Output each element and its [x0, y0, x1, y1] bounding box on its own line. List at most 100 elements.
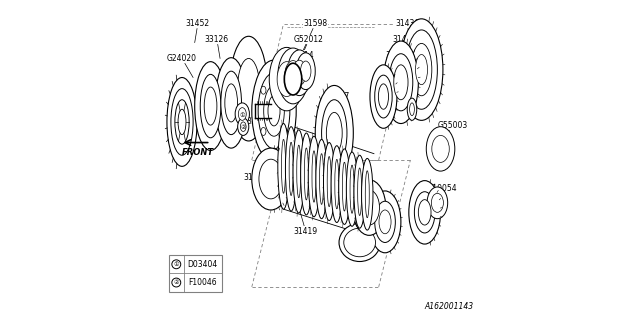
Ellipse shape [407, 98, 417, 120]
Text: 31461: 31461 [392, 35, 416, 54]
Ellipse shape [375, 75, 392, 118]
Ellipse shape [419, 200, 431, 225]
Ellipse shape [370, 65, 397, 128]
Ellipse shape [331, 146, 342, 222]
Text: G5320: G5320 [406, 83, 431, 93]
Text: ②: ② [241, 125, 246, 130]
Ellipse shape [225, 84, 237, 122]
Text: 31668: 31668 [243, 173, 267, 182]
Ellipse shape [409, 180, 440, 244]
Text: ①: ① [239, 113, 245, 118]
Ellipse shape [369, 191, 401, 253]
Ellipse shape [293, 130, 305, 213]
Ellipse shape [353, 180, 386, 235]
Text: F03514: F03514 [285, 51, 314, 68]
Ellipse shape [259, 159, 283, 199]
Ellipse shape [287, 50, 312, 96]
Ellipse shape [277, 62, 296, 97]
Circle shape [172, 260, 180, 269]
Ellipse shape [237, 59, 260, 119]
Text: F10054: F10054 [428, 184, 456, 200]
Ellipse shape [339, 149, 350, 224]
Text: ②: ② [173, 280, 179, 285]
Ellipse shape [427, 187, 448, 219]
Ellipse shape [301, 133, 312, 215]
Ellipse shape [350, 165, 354, 213]
Text: A162001143: A162001143 [425, 302, 474, 311]
Ellipse shape [359, 190, 380, 225]
Text: 31598: 31598 [301, 19, 327, 55]
Ellipse shape [195, 62, 227, 150]
Ellipse shape [271, 148, 276, 156]
Text: G55003: G55003 [438, 121, 468, 140]
Ellipse shape [383, 41, 419, 124]
Ellipse shape [284, 63, 301, 95]
Ellipse shape [282, 127, 287, 135]
Ellipse shape [319, 154, 324, 204]
Text: 31452: 31452 [186, 19, 210, 43]
Text: 31524: 31524 [246, 117, 270, 128]
Text: 31491: 31491 [417, 200, 442, 209]
Ellipse shape [389, 54, 413, 111]
Ellipse shape [412, 44, 432, 96]
Ellipse shape [235, 103, 250, 125]
Ellipse shape [335, 159, 339, 209]
Ellipse shape [426, 127, 455, 171]
Ellipse shape [362, 158, 373, 230]
Ellipse shape [215, 58, 247, 148]
Ellipse shape [354, 155, 365, 228]
Ellipse shape [261, 86, 266, 94]
Ellipse shape [252, 60, 296, 162]
Text: 31431: 31431 [376, 222, 400, 233]
Text: 33126: 33126 [205, 35, 229, 59]
Text: G24020: G24020 [167, 54, 197, 77]
Ellipse shape [289, 142, 293, 196]
Text: ①: ① [173, 262, 179, 267]
Ellipse shape [301, 61, 311, 81]
Ellipse shape [400, 19, 443, 120]
Ellipse shape [237, 118, 249, 135]
Ellipse shape [375, 201, 396, 243]
Text: 31521: 31521 [275, 79, 299, 92]
Ellipse shape [316, 85, 353, 180]
Text: 31419: 31419 [294, 209, 318, 236]
Ellipse shape [268, 96, 280, 126]
Ellipse shape [258, 73, 290, 149]
Ellipse shape [241, 122, 246, 132]
Ellipse shape [327, 156, 331, 207]
Ellipse shape [379, 210, 391, 234]
Text: 31531: 31531 [386, 51, 410, 67]
Ellipse shape [414, 192, 435, 233]
Ellipse shape [282, 140, 285, 193]
Text: F10044: F10044 [339, 184, 367, 201]
Bar [170, 255, 221, 292]
Ellipse shape [297, 145, 301, 198]
Ellipse shape [269, 47, 304, 111]
Ellipse shape [326, 112, 342, 154]
Ellipse shape [321, 100, 347, 166]
Ellipse shape [252, 148, 290, 210]
Ellipse shape [323, 142, 335, 220]
Ellipse shape [282, 86, 287, 94]
Text: 31436: 31436 [395, 19, 419, 44]
Ellipse shape [394, 65, 408, 100]
Ellipse shape [339, 223, 380, 261]
Ellipse shape [200, 74, 221, 138]
Circle shape [172, 278, 180, 287]
Ellipse shape [410, 103, 414, 116]
Text: 31567: 31567 [325, 92, 349, 114]
Ellipse shape [221, 71, 241, 135]
Ellipse shape [178, 109, 186, 135]
Ellipse shape [271, 66, 276, 74]
Ellipse shape [230, 36, 268, 141]
Text: E00612: E00612 [209, 99, 237, 116]
Ellipse shape [238, 108, 246, 120]
Ellipse shape [292, 60, 306, 85]
Ellipse shape [312, 151, 316, 202]
Ellipse shape [415, 54, 428, 85]
Text: D03404: D03404 [188, 260, 218, 269]
Ellipse shape [285, 60, 301, 91]
Text: F10046: F10046 [188, 278, 217, 287]
Ellipse shape [406, 30, 437, 109]
Ellipse shape [358, 168, 362, 215]
